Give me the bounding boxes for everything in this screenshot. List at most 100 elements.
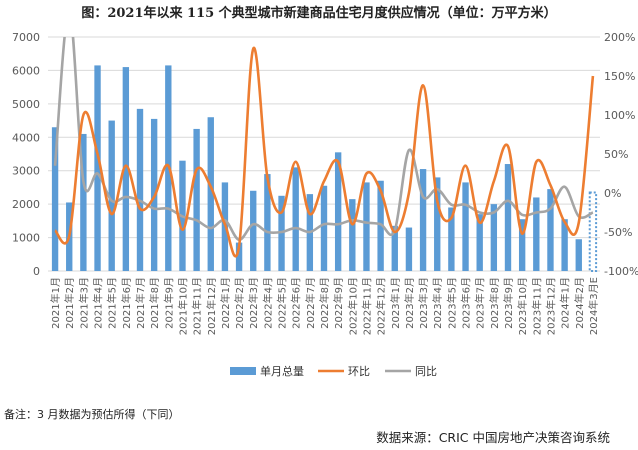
line-series [53,37,595,258]
x-tick-label: 2021年3月 [77,277,90,329]
bar [561,219,568,271]
left-tick-label: 1000 [12,232,40,245]
legend-label: 同比 [415,365,437,378]
bar [334,152,342,271]
x-tick-label: 2022年4月 [261,277,274,329]
bar [575,239,582,271]
bar [391,225,398,271]
bar [51,127,59,271]
right-tick-label: 200% [604,31,635,44]
bar [94,65,101,272]
bar [193,128,200,271]
bar [108,120,115,271]
x-tick-label: 2023年8月 [488,277,501,329]
bar [80,133,87,271]
legend: 单月总量 环比 同比 [230,364,437,378]
x-tick-label: 2023年10月 [516,277,529,335]
x-tick-label: 2022年1月 [219,277,232,329]
bar [264,174,271,271]
x-tick-label: 2021年7月 [134,277,147,329]
x-tick-label: 2023年12月 [544,277,557,335]
bar [588,191,598,272]
x-tick-label: 2024年3月E [587,277,600,335]
mom-line [54,46,595,258]
right-tick-label: -50% [604,226,632,239]
x-tick-label: 2022年11月 [360,277,373,335]
x-tick-label: 2023年4月 [431,277,444,329]
bar [448,207,455,271]
x-tick-label: 2024年1月 [559,277,572,329]
bar [490,204,498,271]
footnote: 备注：3 月数据为预估所得（下同） [4,408,180,421]
x-tick-label: 2023年2月 [403,277,416,329]
x-tick-label: 2022年10月 [346,277,359,335]
yoy-line [53,37,594,242]
right-tick-label: 150% [604,70,635,83]
x-tick-label: 2021年6月 [120,277,133,329]
x-tick-label: 2021年9月 [162,277,175,329]
x-tick-label: 2023年1月 [389,277,402,329]
bar [377,180,384,271]
bar [292,167,299,271]
left-tick-label: 2000 [12,198,40,211]
x-tick-label: 2022年7月 [304,277,317,329]
right-tick-label: 50% [604,148,628,161]
legend-swatch-bar [230,367,256,375]
bar [349,199,356,271]
bar [136,108,144,271]
bar [533,197,540,271]
x-tick-label: 2023年3月 [417,277,430,329]
left-axis-labels: 0 1000 2000 3000 4000 5000 6000 7000 [12,31,40,278]
bar [434,177,441,271]
x-tick-label: 2022年9月 [332,277,345,329]
x-tick-label: 2023年5月 [445,277,458,329]
bar [405,227,413,271]
chart-title: 图：2021年以来 115 个典型城市新建商品住宅月度供应情况（单位：万平方米） [81,6,557,21]
right-tick-label: -100% [604,265,638,278]
x-tick-label: 2023年6月 [460,277,473,329]
bar [363,182,370,271]
bar [122,67,130,271]
x-tick-label: 2021年4月 [92,277,105,329]
bar [250,190,257,271]
bar [547,189,554,271]
x-tick-label: 2021年11月 [191,277,204,335]
x-tick-label: 2021年2月 [63,277,76,329]
legend-label: 环比 [348,365,370,378]
legend-label: 单月总量 [260,364,304,378]
bar [518,219,526,271]
left-tick-label: 3000 [12,165,40,178]
bar-series [51,65,598,272]
x-tick-label: 2023年7月 [474,277,487,329]
bar [504,164,512,271]
x-tick-label: 2024年2月 [573,277,586,329]
x-tick-label: 2022年12月 [375,277,388,335]
x-tick-label: 2022年8月 [318,277,331,329]
left-tick-label: 7000 [12,31,40,44]
x-tick-label: 2021年5月 [106,277,119,329]
bar [419,169,427,271]
left-tick-label: 0 [33,265,40,278]
bar [462,182,469,271]
x-tick-label: 2021年10月 [176,277,189,335]
x-tick-label: 2023年11月 [530,277,543,335]
bar [235,242,243,271]
right-tick-label: 100% [604,109,635,122]
left-tick-label: 4000 [12,131,40,144]
x-tick-label: 2022年5月 [276,277,289,329]
x-tick-label: 2022年2月 [233,277,246,329]
x-tick-label: 2021年8月 [148,277,161,329]
x-tick-label: 2022年6月 [290,277,303,329]
left-tick-label: 6000 [12,64,40,77]
data-source: 数据来源：CRIC 中国房地产决策咨询系统 [376,430,610,445]
bar [476,214,483,271]
x-tick-label: 2021年1月 [49,277,62,329]
left-tick-label: 5000 [12,98,40,111]
x-tick-label: 2022年3月 [247,277,260,329]
x-axis-labels: 2021年1月 2021年2月 2021年3月 2021年4月 2021年5月 2021年… [49,277,600,335]
bar [278,195,285,271]
right-tick-label: 0% [604,187,621,200]
bar [320,185,328,271]
x-tick-label: 2023年9月 [502,277,515,329]
